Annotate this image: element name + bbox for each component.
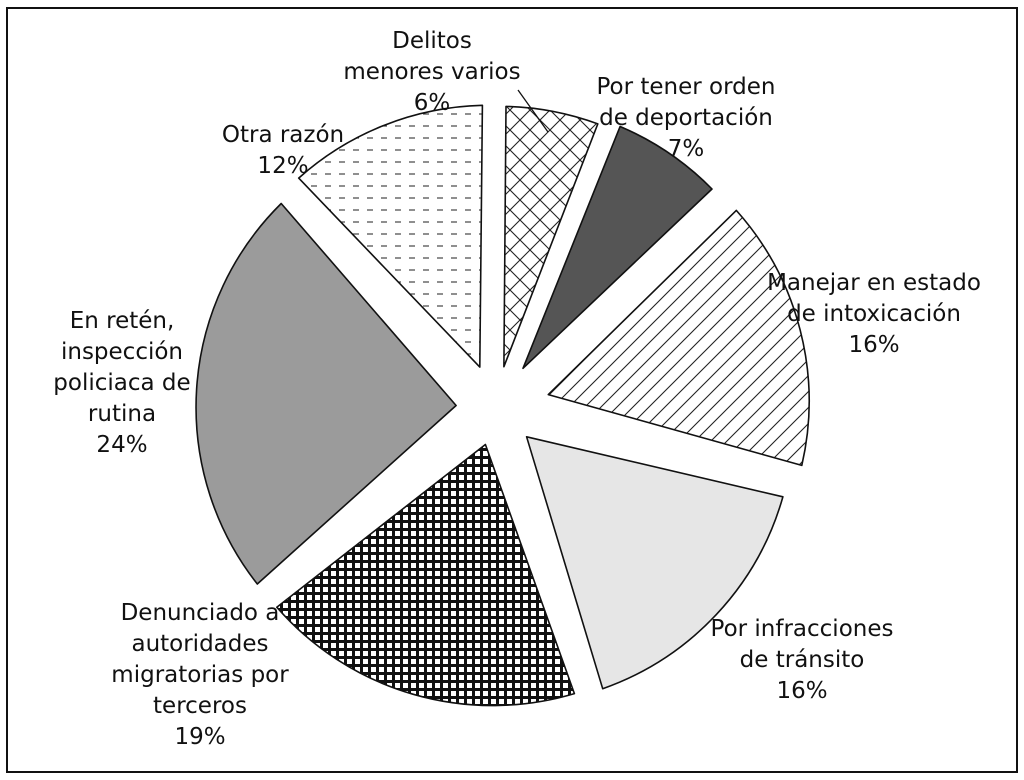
slice-label-line: Delitos <box>392 28 472 54</box>
slice-label-line: En retén, <box>69 308 175 334</box>
slice-label-line: terceros <box>153 693 247 719</box>
slice-label-5: Denunciado a autoridades migratorias por te… <box>111 598 288 753</box>
pie-slice-7 <box>297 104 484 368</box>
slice-percent: 16% <box>776 678 828 704</box>
slice-label-7: Otra razón 12% <box>222 120 344 182</box>
slice-label-line: inspección <box>60 339 184 365</box>
slice-label-line: menores varios <box>343 59 521 85</box>
slice-label-line: de deportación <box>599 105 773 131</box>
slice-label-line: de intoxicación <box>787 301 961 327</box>
slice-label-line: autoridades <box>131 631 269 657</box>
slice-label-line: Otra razón <box>221 122 345 148</box>
delitos-leader-line <box>517 89 549 133</box>
slice-label-line: Por tener orden <box>596 74 776 100</box>
slice-percent: 12% <box>257 153 309 179</box>
slice-label-6: En retén, inspección policiaca de rutina 24% <box>53 306 190 461</box>
pie-slice-2 <box>522 125 713 370</box>
slice-percent: 7% <box>667 136 705 162</box>
pie-slice-5 <box>276 443 576 707</box>
slice-label-line: rutina <box>87 401 157 427</box>
slice-label-line: Manejar en estado <box>767 270 981 296</box>
slice-percent: 24% <box>96 432 148 458</box>
slice-percent: 6% <box>413 90 451 116</box>
slice-label-3: Manejar en estado de intoxicación 16% <box>767 268 981 361</box>
pie-slice-4 <box>525 436 784 690</box>
slice-label-line: Por infracciones <box>710 616 894 642</box>
slice-label-line: migratorias por <box>111 662 289 688</box>
slice-label-line: de tránsito <box>739 647 865 673</box>
slice-label-4: Por infracciones de tránsito 16% <box>711 614 894 707</box>
pie-slice-6 <box>195 202 457 585</box>
slice-percent: 16% <box>848 332 900 358</box>
slice-label-2: Por tener orden de deportación 7% <box>596 72 775 165</box>
slice-label-1: Delitos menores varios 6% <box>343 26 520 119</box>
slice-percent: 19% <box>174 724 226 750</box>
pie-slice-1 <box>503 105 599 368</box>
pie-slice-3 <box>547 209 810 467</box>
slice-label-line: Denunciado a <box>120 600 280 626</box>
slice-label-line: policiaca de <box>53 370 191 396</box>
